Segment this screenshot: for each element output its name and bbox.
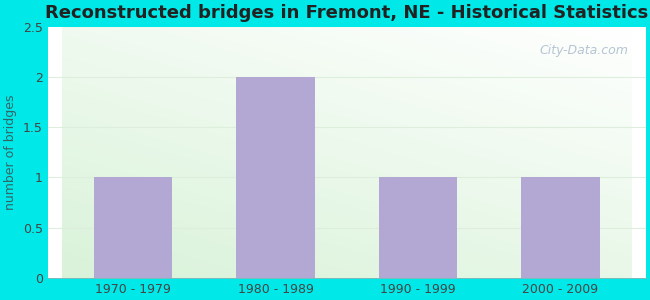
Title: Reconstructed bridges in Fremont, NE - Historical Statistics: Reconstructed bridges in Fremont, NE - H… bbox=[45, 4, 648, 22]
Bar bbox=[237, 77, 315, 278]
Text: City-Data.com: City-Data.com bbox=[539, 44, 628, 57]
Y-axis label: number of bridges: number of bridges bbox=[4, 94, 17, 210]
Bar bbox=[94, 177, 172, 278]
Bar bbox=[521, 177, 599, 278]
Bar bbox=[379, 177, 457, 278]
